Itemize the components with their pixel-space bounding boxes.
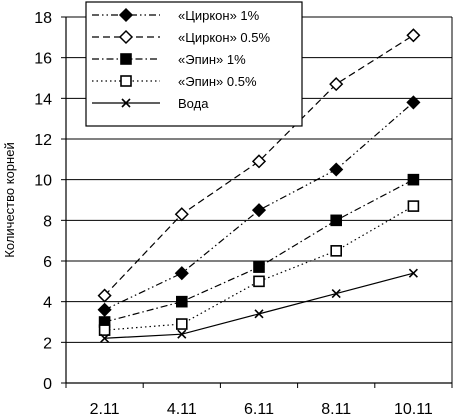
y-tick-label: 4 bbox=[43, 295, 52, 312]
data-point-marker bbox=[176, 295, 188, 308]
legend-label: Вода bbox=[178, 96, 209, 111]
data-point-marker bbox=[330, 245, 343, 257]
x-tick-labels: 2.11 4.11 6.11 8.11 10.11 bbox=[90, 401, 433, 418]
y-tick-label: 6 bbox=[43, 254, 52, 271]
data-point-marker bbox=[408, 268, 418, 278]
series-line bbox=[104, 101, 414, 311]
data-point-marker bbox=[118, 7, 134, 23]
y-tick-label: 14 bbox=[34, 91, 52, 108]
data-point-marker bbox=[174, 207, 189, 222]
data-point-marker bbox=[406, 28, 421, 43]
y-tick-label: 10 bbox=[34, 173, 52, 190]
data-point-marker bbox=[251, 203, 267, 218]
y-tick-label: 2 bbox=[43, 335, 52, 352]
data-point-marker bbox=[174, 266, 189, 281]
data-point-marker bbox=[407, 200, 420, 212]
legend-label: «Эпин» 0.5% bbox=[178, 74, 257, 89]
data-point-marker bbox=[176, 318, 188, 330]
x-tick-label: 4.11 bbox=[167, 401, 197, 418]
x-tick-label: 8.11 bbox=[321, 401, 351, 418]
y-axis-label: Количество корней bbox=[2, 142, 17, 257]
data-point-marker bbox=[251, 154, 267, 169]
data-point-marker bbox=[97, 302, 112, 317]
data-point-marker bbox=[98, 324, 111, 336]
data-point-marker bbox=[253, 261, 265, 273]
data-point-marker bbox=[120, 53, 132, 65]
data-point-marker bbox=[329, 162, 344, 177]
data-point-marker bbox=[406, 95, 421, 110]
data-point-marker bbox=[331, 288, 341, 299]
x-tick-label: 10.11 bbox=[394, 401, 433, 418]
data-point-marker bbox=[330, 214, 343, 227]
data-point-marker bbox=[121, 98, 131, 108]
data-point-marker bbox=[177, 329, 187, 339]
data-point-marker bbox=[120, 75, 132, 87]
legend-label: «Эпин» 1% bbox=[178, 52, 246, 67]
y-tick-label: 12 bbox=[34, 132, 52, 149]
data-point-marker bbox=[253, 275, 265, 288]
y-tick-label: 0 bbox=[43, 376, 52, 393]
legend: «Циркон» 1% «Циркон» 0.5% «Эпин» 1% «Эпин» … bbox=[85, 1, 303, 127]
x-tick-label: 2.11 bbox=[90, 401, 120, 418]
data-point-marker bbox=[118, 29, 134, 45]
series-line bbox=[104, 34, 414, 296]
y-tick-label: 16 bbox=[34, 51, 52, 68]
data-point-marker bbox=[407, 173, 420, 186]
y-tick-labels: 0 2 4 6 8 10 12 14 16 18 bbox=[34, 10, 52, 393]
legend-label: «Циркон» 1% bbox=[178, 8, 260, 23]
legend-label: «Циркон» 0.5% bbox=[178, 30, 270, 45]
y-tick-label: 8 bbox=[43, 213, 52, 230]
series-line bbox=[104, 179, 414, 323]
data-point-marker bbox=[329, 77, 344, 92]
series-markers bbox=[97, 28, 421, 343]
data-point-marker bbox=[254, 309, 264, 319]
data-point-marker bbox=[100, 333, 110, 343]
data-point-marker bbox=[97, 288, 112, 303]
y-tick-label: 18 bbox=[34, 10, 52, 27]
x-tick-label: 6.11 bbox=[244, 401, 274, 418]
